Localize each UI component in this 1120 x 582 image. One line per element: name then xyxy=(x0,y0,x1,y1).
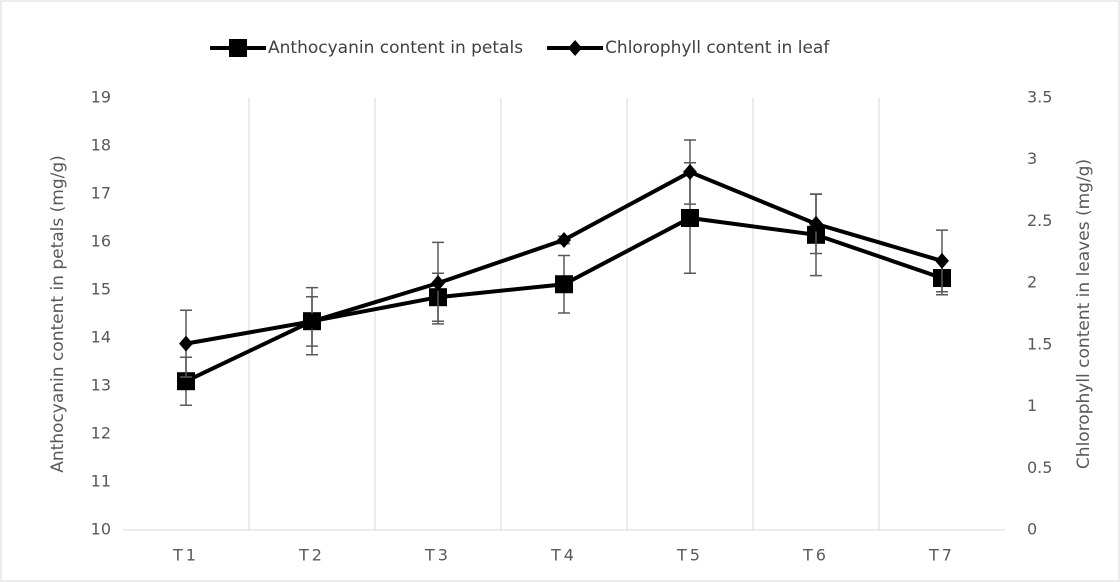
y-tick-label: 16 xyxy=(91,232,111,251)
y-tick-label: 10 xyxy=(91,520,111,539)
y2-tick-label: 2.5 xyxy=(1027,211,1052,230)
legend-label: Chlorophyll content in leaf xyxy=(605,38,830,58)
y-tick-label: 11 xyxy=(91,472,111,491)
data-point xyxy=(431,275,445,292)
y-axis-title: Anthocyanin content in petals (mg/g) xyxy=(48,155,68,473)
data-point xyxy=(683,164,697,181)
data-point xyxy=(935,252,949,269)
y-tick-label: 12 xyxy=(91,424,111,443)
y2-tick-label: 0 xyxy=(1027,520,1037,539)
x-tick-label: T1 xyxy=(172,546,199,565)
y-tick-label: 13 xyxy=(91,376,111,395)
x-tick-label: T4 xyxy=(550,546,577,565)
y2-tick-label: 1.5 xyxy=(1027,334,1052,353)
data-point xyxy=(179,335,193,352)
data-point xyxy=(555,275,573,294)
data-point xyxy=(681,209,699,227)
x-tick-label: T5 xyxy=(676,546,703,565)
legend-marker xyxy=(229,39,247,57)
y-tick-label: 15 xyxy=(91,280,111,299)
legend-label: Anthocyanin content in petals xyxy=(268,38,523,58)
x-tick-label: T6 xyxy=(802,546,829,565)
y2-tick-label: 1 xyxy=(1027,396,1037,415)
y2-axis-title: Chlorophyll content in leaves (mg/g) xyxy=(1074,159,1094,469)
y-tick-label: 14 xyxy=(91,328,111,347)
data-point xyxy=(305,313,319,330)
y2-tick-label: 3 xyxy=(1027,149,1037,168)
y2-tick-label: 3.5 xyxy=(1027,88,1052,107)
y2-tick-label: 0.5 xyxy=(1027,458,1052,477)
x-tick-label: T2 xyxy=(298,546,325,565)
y-tick-label: 19 xyxy=(91,88,111,107)
y-tick-label: 18 xyxy=(91,136,111,155)
x-tick-label: T3 xyxy=(424,546,451,565)
x-tick-label: T7 xyxy=(928,546,955,565)
data-point xyxy=(809,215,823,232)
y-tick-label: 17 xyxy=(91,184,111,203)
data-point xyxy=(557,231,571,248)
y2-tick-label: 2 xyxy=(1027,273,1037,292)
legend-marker xyxy=(568,40,583,56)
